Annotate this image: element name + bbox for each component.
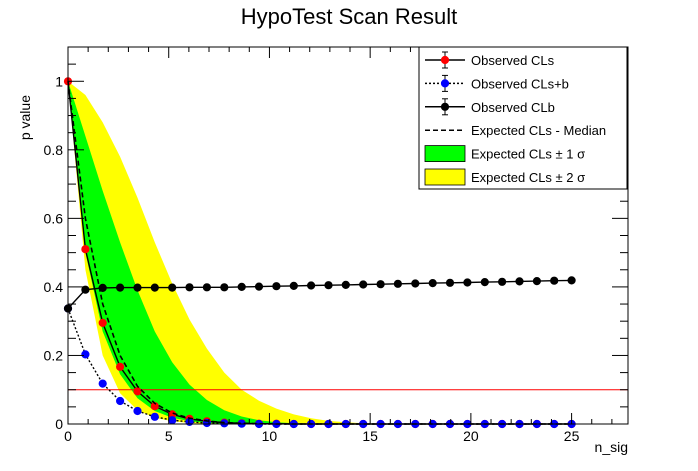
- legend-entry: Observed CLb: [425, 98, 555, 116]
- data-point: [81, 350, 90, 359]
- legend-label: Expected CLs - Median: [471, 123, 606, 138]
- data-point: [480, 278, 489, 287]
- legend-label: Expected CLs ± 2 σ: [471, 170, 585, 185]
- legend-box: [418, 46, 628, 190]
- legend-label: Observed CLb: [471, 100, 555, 115]
- data-point: [498, 277, 507, 286]
- data-point: [515, 277, 524, 286]
- data-point: [254, 282, 264, 291]
- data-point: [116, 283, 125, 292]
- data-point: [133, 387, 142, 396]
- legend-entry: Expected CLs - Median: [425, 123, 606, 138]
- legend-swatch: [424, 168, 466, 186]
- data-point: [81, 245, 90, 254]
- band-2sigma: [68, 81, 572, 425]
- data-point: [376, 280, 385, 289]
- legend-swatch: [424, 145, 466, 163]
- x-tick-label: 10: [262, 428, 278, 444]
- data-point: [341, 280, 350, 289]
- data-point: [150, 283, 159, 292]
- y-tick-label: 0: [55, 416, 63, 432]
- legend-marker: [440, 79, 450, 88]
- legend: Observed CLs Observed CLs+b Observed CLb Ex…: [418, 46, 628, 190]
- legend-entry: Observed CLs+b: [425, 74, 569, 92]
- chart-title: HypoTest Scan Result: [241, 4, 457, 29]
- data-point: [463, 278, 472, 287]
- y-tick-label: 0.6: [44, 210, 64, 226]
- data-point: [168, 416, 177, 425]
- y-tick-label: 0.4: [44, 279, 64, 295]
- legend-entry: Expected CLs ± 2 σ: [424, 168, 585, 186]
- data-point: [393, 279, 402, 288]
- data-point: [307, 281, 316, 290]
- data-point: [185, 283, 194, 292]
- data-point: [445, 278, 455, 287]
- y-tick-label: 0.2: [44, 347, 64, 363]
- data-point: [324, 281, 333, 290]
- data-point: [116, 396, 125, 406]
- legend-marker: [440, 55, 450, 65]
- data-point: [237, 282, 246, 291]
- data-point: [116, 362, 125, 371]
- data-point: [98, 379, 107, 388]
- data-point: [272, 282, 281, 291]
- data-point: [411, 279, 420, 288]
- y-tick-label: 0.8: [44, 142, 64, 158]
- data-point: [289, 281, 298, 290]
- x-axis-label: n_sig: [595, 439, 628, 455]
- data-point: [81, 285, 90, 294]
- x-tick-label: 5: [165, 428, 173, 444]
- data-point: [202, 283, 211, 292]
- y-axis-label: p value: [17, 95, 33, 140]
- data-point: [532, 277, 542, 286]
- y-tick-label: 1: [55, 73, 63, 89]
- series-observed-clb: [63, 276, 576, 313]
- data-point: [150, 412, 159, 421]
- data-point: [133, 283, 142, 292]
- legend-entry: Expected CLs ± 1 σ: [424, 145, 585, 163]
- data-point: [567, 276, 576, 285]
- legend-label: Observed CLs: [471, 53, 555, 68]
- legend-label: Expected CLs ± 1 σ: [471, 147, 585, 162]
- data-point: [359, 280, 368, 289]
- data-point: [550, 276, 559, 285]
- data-point: [168, 283, 177, 292]
- x-tick-label: 20: [463, 428, 479, 444]
- legend-entry: Observed CLs: [425, 51, 555, 69]
- legend-label: Observed CLs+b: [471, 76, 569, 91]
- x-tick-label: 25: [564, 428, 580, 444]
- legend-marker: [440, 102, 450, 111]
- data-point: [98, 318, 107, 327]
- x-tick-label: 0: [64, 428, 72, 444]
- data-point: [220, 283, 229, 292]
- data-point: [133, 406, 142, 416]
- x-tick-label: 15: [362, 428, 378, 444]
- data-point: [428, 279, 437, 288]
- expected-bands: [68, 81, 572, 425]
